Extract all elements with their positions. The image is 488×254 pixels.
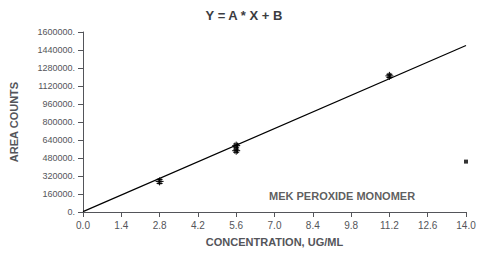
svg-text:5.6: 5.6 [229,220,243,231]
svg-text:Y = A * X + B: Y = A * X + B [206,8,283,23]
svg-text:2.8: 2.8 [153,220,167,231]
svg-text:320000.: 320000. [42,171,75,181]
svg-text:960000.: 960000. [42,99,75,109]
svg-text:12.6: 12.6 [418,220,438,231]
svg-text:160000.: 160000. [42,189,75,199]
svg-text:1120000.: 1120000. [38,81,75,91]
svg-text:MEK PEROXIDE MONOMER: MEK PEROXIDE MONOMER [269,190,415,202]
svg-text:11.2: 11.2 [380,220,399,231]
svg-text:1600000.: 1600000. [37,27,75,37]
svg-text:4.2: 4.2 [191,220,205,231]
svg-text:7.0: 7.0 [268,220,282,231]
svg-text:0.0: 0.0 [76,220,90,231]
svg-text:1440000.: 1440000. [37,45,75,55]
svg-text:AREA COUNTS: AREA COUNTS [8,82,20,162]
svg-text:1.4: 1.4 [114,220,128,231]
svg-text:480000.: 480000. [42,153,75,163]
svg-text:8.4: 8.4 [306,220,320,231]
svg-text:800000.: 800000. [42,117,75,127]
svg-text:14.0: 14.0 [456,220,476,231]
svg-text:640000.: 640000. [42,135,75,145]
svg-text:9.8: 9.8 [344,220,358,231]
svg-text:CONCENTRATION, UG/ML: CONCENTRATION, UG/ML [206,236,344,248]
svg-text:0.: 0. [67,207,75,217]
svg-text:1280000.: 1280000. [37,63,75,73]
